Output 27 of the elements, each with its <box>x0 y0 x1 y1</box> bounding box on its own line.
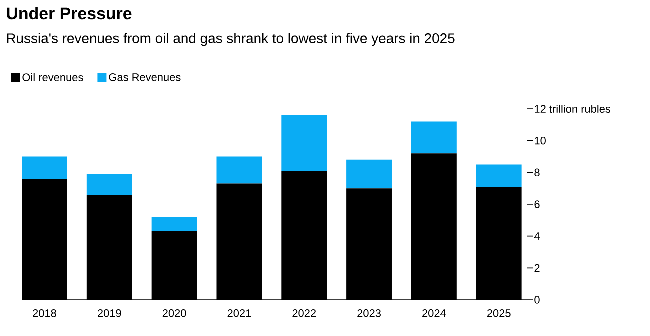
y-tick-label: 6 <box>534 200 540 208</box>
legend-label: Gas Revenues <box>109 74 181 82</box>
bar <box>411 122 457 154</box>
legend-label: Oil revenues <box>22 73 84 82</box>
x-tick-label: 2024 <box>422 310 446 318</box>
bar <box>152 217 198 232</box>
y-tick-label: 12 trillion rubles <box>535 104 611 114</box>
bar <box>86 174 132 195</box>
bar <box>476 164 522 187</box>
y-tick-label: 0 <box>534 296 540 304</box>
bar <box>22 156 68 180</box>
x-tick-label: 2021 <box>228 310 252 318</box>
x-tick-label: 2025 <box>487 310 511 318</box>
bar <box>216 156 262 184</box>
y-tick-label: 4 <box>534 232 540 240</box>
y-tick-label: 8 <box>534 168 540 177</box>
x-tick-label: 2022 <box>292 310 316 318</box>
chart-title: Under Pressure <box>7 7 132 20</box>
bar <box>346 160 392 189</box>
x-tick-label: 2019 <box>98 310 122 318</box>
y-tick-label: 10 <box>535 136 546 145</box>
x-tick-label: 2020 <box>162 310 186 318</box>
x-tick-label: 2018 <box>33 310 56 318</box>
bar <box>282 115 328 172</box>
chart-subtitle: Russia's revenues from oil and gas shrank to lowest in five years in 2025 <box>7 33 455 46</box>
x-tick-label: 2023 <box>358 310 381 318</box>
y-tick-label: 2 <box>534 264 540 272</box>
